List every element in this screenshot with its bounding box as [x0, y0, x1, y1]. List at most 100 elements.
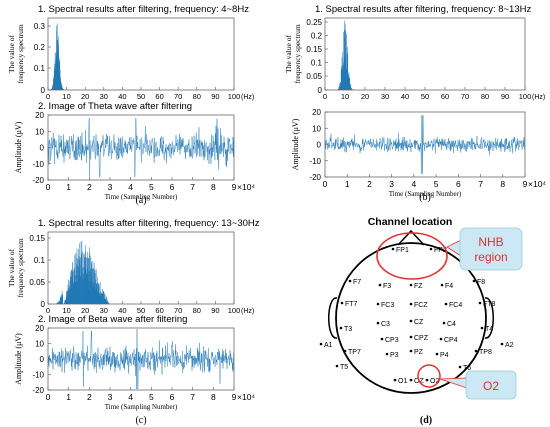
channel-dot-a1: [319, 342, 323, 346]
wave-xlabel: Time (Sampling Number): [389, 190, 462, 198]
wave-ytick: -20: [32, 176, 44, 185]
channel-label-ft8: FT8: [483, 301, 496, 308]
channel-dot-tp8: [474, 349, 478, 353]
left-ear: [328, 297, 338, 339]
panel-label: (c): [135, 415, 146, 426]
wave-title: 2. Image of Beta wave after filtering: [38, 314, 187, 325]
spectrum-ytick: 0.05: [29, 278, 45, 287]
channel-dot-ft7: [340, 301, 344, 305]
spectrum-ylabel: The value of: [7, 35, 16, 73]
channel-label-t4: T4: [485, 326, 493, 333]
wave-ylabel: Amplitude (μV): [291, 118, 300, 170]
panel-label-d: (d): [420, 415, 432, 426]
wave-xlabel: Time (Sampling Number): [105, 403, 178, 411]
spectrum-xunit: (Hz): [241, 308, 254, 315]
channel-label-fz: FZ: [414, 283, 423, 290]
spectrum-xtick: 70: [174, 306, 182, 315]
channel-label-tp8: TP8: [479, 349, 492, 356]
nhb-callout: [459, 227, 523, 271]
spectrum-trace: [50, 23, 65, 90]
spectrum-xtick: 80: [481, 92, 489, 101]
spectrum-trace: [55, 240, 110, 304]
channel-dot-f7: [348, 279, 352, 283]
channel-label-cp4: CP4: [444, 337, 458, 344]
channel-label-ft7: FT7: [345, 301, 358, 308]
wave-xtick: 3: [108, 182, 113, 192]
wave-ytick: -20: [32, 386, 44, 395]
wave-axes: [47, 114, 235, 181]
panel-c: 1. Spectral results after filtering, fre…: [7, 218, 260, 426]
channel-label-fc4: FC4: [449, 302, 462, 309]
wave-ylabel: Amplitude (μV): [14, 121, 23, 173]
channel-dot-t6: [458, 365, 462, 369]
nhb-callout-text: region: [474, 250, 507, 264]
wave-xtick: 2: [87, 392, 92, 402]
channel-dot-t5: [335, 364, 339, 368]
wave-xtick: 0: [46, 392, 51, 402]
spectrum-xtick: 70: [461, 92, 469, 101]
spectrum-xtick: 40: [118, 92, 126, 101]
spectrum-xtick: 50: [421, 92, 429, 101]
wave-xexp: ×10⁴: [237, 182, 255, 192]
spectrum-xtick: 30: [100, 306, 108, 315]
spectrum-ytick: 0.2: [311, 32, 323, 41]
wave-xtick: 3: [389, 179, 394, 189]
wave-trace: [324, 115, 526, 174]
wave-xtick: 9: [232, 392, 237, 402]
spectrum-xtick: 100: [228, 306, 241, 315]
wave-xtick: 5: [149, 182, 154, 192]
channel-dot-oz: [409, 378, 413, 382]
spectrum-ytick: 0.05: [306, 72, 322, 81]
channel-label-o1: O1: [398, 378, 407, 385]
channel-dot-cz: [409, 319, 413, 323]
channel-dot-f3: [378, 283, 382, 287]
channel-dot-cpz: [409, 335, 413, 339]
wave-ytick: 20: [35, 111, 44, 120]
channel-label-c3: C3: [381, 321, 390, 328]
wave-xtick: 9: [232, 182, 237, 192]
channel-label-f3: F3: [383, 283, 391, 290]
channel-dot-cp3: [380, 337, 384, 341]
channel-label-tp7: TP7: [348, 349, 361, 356]
wave-xtick: 4: [412, 179, 417, 189]
spectrum-trace: [336, 20, 354, 90]
channel-label-a2: A2: [505, 342, 514, 349]
o2-highlight: [417, 364, 441, 388]
spectrum-ytick: 0: [41, 86, 46, 95]
wave-ytick: -10: [32, 160, 44, 169]
spectrum-xunit: (Hz): [532, 94, 545, 101]
wave-xlabel: Time (Sampling Number): [105, 193, 178, 201]
wave-ytick: 10: [35, 340, 44, 349]
spectrum-xtick: 90: [211, 306, 219, 315]
wave-ytick: -20: [309, 173, 321, 182]
spectrum-axes: [324, 17, 526, 91]
panel-a: 1. Spectral results after filtering, fre…: [7, 4, 255, 206]
spectrum-xtick: 0: [46, 306, 50, 315]
wave-xtick: 6: [170, 392, 175, 402]
wave-ytick: 0: [40, 144, 45, 153]
wave-xtick: 1: [66, 182, 71, 192]
nose: [397, 229, 425, 246]
channel-label-o2: O2: [430, 378, 439, 385]
spectrum-ylabel: frequency spectrum: [16, 24, 25, 84]
wave-xtick: 2: [87, 182, 92, 192]
channel-dot-ft8: [478, 301, 482, 305]
channel-dot-fcz: [409, 302, 413, 306]
wave-title: 2. Image of Theta wave after filtering: [38, 101, 192, 112]
spectrum-ytick: 0.15: [306, 45, 322, 54]
spectrum-ytick: 0.1: [34, 256, 46, 265]
channel-label-cz: CZ: [414, 319, 424, 326]
channel-label-f8: F8: [477, 279, 485, 286]
wave-xtick: 3: [108, 392, 113, 402]
panel-label: (a): [135, 195, 146, 206]
channel-dot-fp1: [391, 247, 395, 251]
channel-dot-o2: [425, 378, 429, 382]
channel-dot-f4: [440, 283, 444, 287]
wave-xtick: 7: [478, 179, 483, 189]
spectrum-xtick: 10: [62, 92, 70, 101]
channel-dot-p3: [385, 352, 389, 356]
spectrum-ylabel: frequency spectrum: [16, 238, 25, 298]
wave-xtick: 1: [66, 392, 71, 402]
channel-label-fp2: FP2: [434, 247, 447, 254]
wave-ytick: -10: [32, 371, 44, 380]
